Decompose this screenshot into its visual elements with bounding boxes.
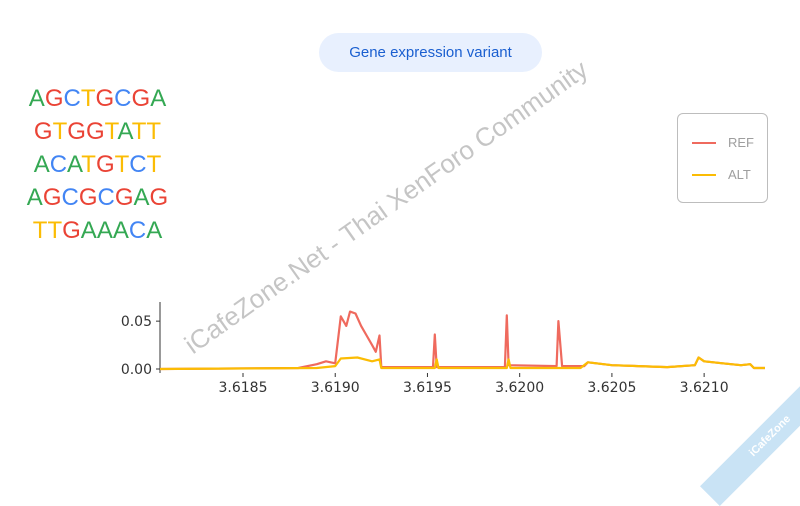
nucleotide-letter: C: [97, 184, 115, 211]
series-line-alt: [159, 356, 765, 371]
nucleotide-letter: A: [133, 184, 150, 211]
nucleotide-letter: G: [114, 184, 134, 211]
nucleotide-letter: A: [28, 85, 45, 112]
dna-sequence-row: TTGAAACA: [20, 214, 175, 247]
dna-sequence-block: AGCTGCGA GTGGTATT ACATGTCT AGCGCGAG TTGAAACA: [20, 82, 175, 247]
y-tick-label: 0.05: [121, 314, 152, 330]
nucleotide-letter: T: [52, 118, 68, 145]
nucleotide-letter: G: [149, 184, 169, 211]
nucleotide-letter: A: [112, 217, 129, 244]
nucleotide-letter: G: [62, 217, 81, 244]
x-tick-label: 3.6200: [495, 380, 544, 396]
nucleotide-letter: G: [67, 118, 86, 145]
dna-sequence-row: ACATGTCT: [20, 148, 175, 181]
nucleotide-letter: T: [81, 151, 96, 178]
chart-legend: REF ALT: [677, 113, 768, 203]
x-tick-label: 3.6190: [311, 380, 360, 396]
nucleotide-letter: A: [33, 151, 50, 178]
nucleotide-letter: C: [114, 85, 132, 112]
nucleotide-letter: T: [104, 118, 118, 145]
legend-label-alt: ALT: [728, 167, 751, 182]
nucleotide-letter: G: [42, 184, 62, 211]
dna-sequence-row: GTGGTATT: [20, 115, 175, 148]
x-tick-label: 3.6195: [403, 380, 452, 396]
nucleotide-letter: G: [85, 118, 105, 145]
nucleotide-letter: C: [63, 85, 81, 112]
y-tick-label: 0.00: [121, 362, 152, 378]
legend-item-ref: REF: [692, 135, 754, 150]
nucleotide-letter: A: [117, 118, 132, 145]
nucleotide-letter: A: [146, 217, 163, 244]
nucleotide-letter: T: [131, 118, 147, 145]
legend-label-ref: REF: [728, 135, 754, 150]
nucleotide-letter: A: [150, 85, 167, 112]
nucleotide-letter: G: [44, 85, 64, 112]
nucleotide-letter: G: [131, 85, 151, 112]
nucleotide-letter: A: [26, 184, 43, 211]
nucleotide-letter: T: [32, 217, 48, 244]
legend-swatch-alt: [692, 173, 716, 176]
nucleotide-letter: A: [80, 217, 97, 244]
x-tick-label: 3.6205: [587, 380, 636, 396]
line-chart: 0.00 0.05 3.6185 3.6190 3.6195 3.6200 3.6205 3.…: [121, 302, 765, 396]
nucleotide-letter: T: [146, 118, 162, 145]
nucleotide-letter: T: [47, 217, 63, 244]
nucleotide-letter: A: [67, 151, 82, 178]
nucleotide-letter: G: [78, 184, 98, 211]
nucleotide-letter: G: [95, 85, 115, 112]
x-tick-label: 3.6210: [680, 380, 729, 396]
nucleotide-letter: C: [128, 217, 147, 244]
nucleotide-letter: C: [61, 184, 79, 211]
nucleotide-letter: G: [95, 151, 115, 178]
nucleotide-letter: C: [49, 151, 68, 178]
nucleotide-letter: A: [96, 217, 113, 244]
title-pill: Gene expression variant: [319, 33, 542, 72]
legend-swatch-ref: [692, 141, 716, 144]
nucleotide-letter: T: [80, 85, 96, 112]
nucleotide-letter: G: [33, 118, 53, 145]
legend-item-alt: ALT: [692, 167, 751, 182]
nucleotide-letter: T: [114, 151, 130, 178]
dna-sequence-row: AGCGCGAG: [20, 181, 175, 214]
nucleotide-letter: C: [129, 151, 147, 178]
x-tick-label: 3.6185: [219, 380, 268, 396]
dna-sequence-row: AGCTGCGA: [20, 82, 175, 115]
nucleotide-letter: T: [146, 151, 162, 178]
